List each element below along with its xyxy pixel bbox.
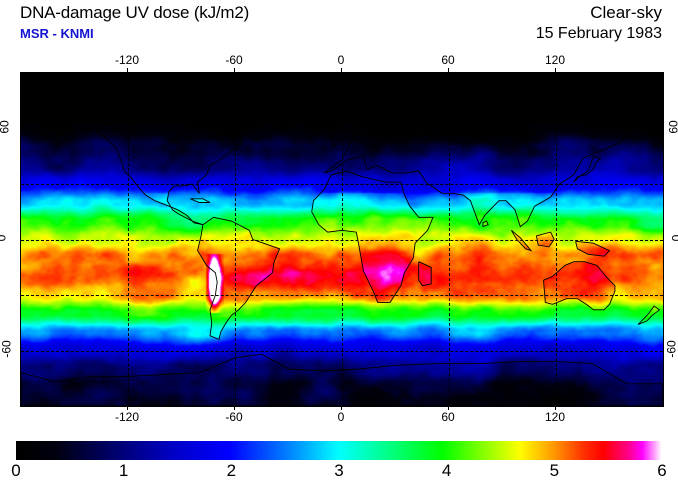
coastline-overlay	[21, 85, 663, 406]
colorbar-tick-2: 2	[226, 461, 237, 480]
y-tick-label-left-0: 0	[0, 234, 8, 241]
coastline-india_isl	[482, 220, 489, 228]
coastline-borneo	[535, 231, 555, 248]
date-label: 15 February 1983	[535, 25, 662, 42]
colorbar-tick-4: 4	[441, 461, 452, 480]
coastline-samerica	[197, 216, 281, 341]
top-axis-ticks	[20, 68, 662, 72]
x-tick-label-top--120: -120	[114, 53, 140, 67]
coastline-britain	[330, 131, 339, 148]
gridline-lon--120	[128, 73, 129, 406]
coastline-japan	[573, 155, 602, 183]
sky-condition-label: Clear-sky	[590, 3, 662, 22]
y-tick-label-right-0: 0	[670, 234, 678, 241]
y-tick-label-right-60: 60	[666, 119, 678, 134]
y-tick-label-left--60: -60	[0, 339, 14, 358]
coastline-africa	[311, 170, 434, 303]
colorbar-tick-1: 1	[118, 461, 129, 480]
x-tick-label-bottom-120: 120	[544, 410, 566, 424]
x-tick-label-top--60: -60	[225, 53, 243, 67]
x-tick-label-bottom--60: -60	[225, 410, 243, 424]
x-tick-label-bottom-60: 60	[441, 410, 455, 424]
coastline-greenland	[234, 85, 307, 129]
x-tick-label-top-0: 0	[337, 53, 345, 67]
x-tick-label-top-120: 120	[544, 53, 566, 67]
gridline-lon-120	[556, 73, 557, 406]
colorbar-tick-6: 6	[657, 461, 667, 480]
gridline-lon--60	[235, 73, 236, 406]
institute-label: MSR - KNMI	[20, 26, 94, 41]
x-tick-label-bottom--120: -120	[114, 410, 140, 424]
bottom-axis-ticks	[20, 406, 662, 410]
coastline-eurasia	[323, 98, 663, 228]
colorbar-tick-5: 5	[549, 461, 560, 480]
gridline-lon-60	[449, 73, 450, 406]
x-tick-label-top-60: 60	[441, 53, 455, 67]
coastline-antarctica	[21, 353, 663, 406]
figure-title: DNA-damage UV dose (kJ/m2)	[20, 3, 250, 22]
gridline-lon-0	[342, 73, 343, 406]
coastline-madagascar	[418, 261, 432, 287]
colorbar	[16, 441, 662, 460]
coastline-newguinea	[575, 240, 611, 257]
colorbar-tick-0: 0	[11, 461, 21, 480]
coastline-australia	[543, 261, 616, 311]
y-tick-label-right--60: -60	[664, 339, 678, 358]
colorbar-tick-3: 3	[334, 461, 344, 480]
coastline-namerica	[41, 103, 243, 226]
coastline-newzealand	[637, 305, 661, 326]
map-plot-area	[20, 72, 664, 407]
y-tick-label-left-60: 60	[0, 119, 12, 134]
x-tick-label-bottom-0: 0	[337, 410, 345, 424]
coastline-sumatra	[511, 229, 533, 252]
coastline-cuba	[190, 198, 211, 203]
